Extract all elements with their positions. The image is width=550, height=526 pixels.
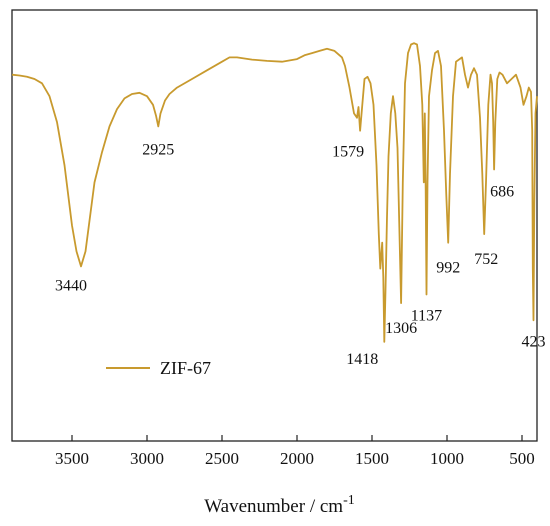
- peak-label-1137: 1137: [411, 307, 442, 324]
- x-axis-tick-labels: 3500 3000 2500 2000 1500 1000 500: [55, 449, 535, 468]
- x-axis-ticks: [71, 435, 523, 441]
- x-tick-label-500: 500: [509, 449, 535, 468]
- plot-frame: [11, 9, 538, 442]
- peak-label-423: 423: [522, 333, 546, 350]
- legend-label: ZIF-67: [160, 358, 211, 378]
- x-tick-label-3000: 3000: [130, 449, 164, 468]
- x-axis-title: Wavenumber / cm-1: [204, 493, 354, 517]
- peak-label-1306: 1306: [385, 320, 417, 337]
- x-axis-title-superscript: -1: [343, 493, 355, 508]
- peak-label-2925: 2925: [142, 141, 174, 158]
- x-axis-title-text: Wavenumber / cm: [204, 496, 343, 517]
- legend: ZIF-67: [106, 358, 211, 378]
- x-tick-label-1000: 1000: [430, 449, 464, 468]
- x-tick-label-2500: 2500: [205, 449, 239, 468]
- x-tick-label-3500: 3500: [55, 449, 89, 468]
- peak-label-1418: 1418: [346, 351, 378, 368]
- x-tick-label-1500: 1500: [355, 449, 389, 468]
- peak-label-3440: 3440: [55, 277, 87, 294]
- peak-label-686: 686: [490, 183, 514, 200]
- peak-label-1579: 1579: [332, 144, 364, 161]
- peak-label-992: 992: [436, 260, 460, 277]
- series-line-zif-67: [11, 42, 538, 343]
- peak-label-752: 752: [474, 251, 498, 268]
- x-tick-label-2000: 2000: [280, 449, 314, 468]
